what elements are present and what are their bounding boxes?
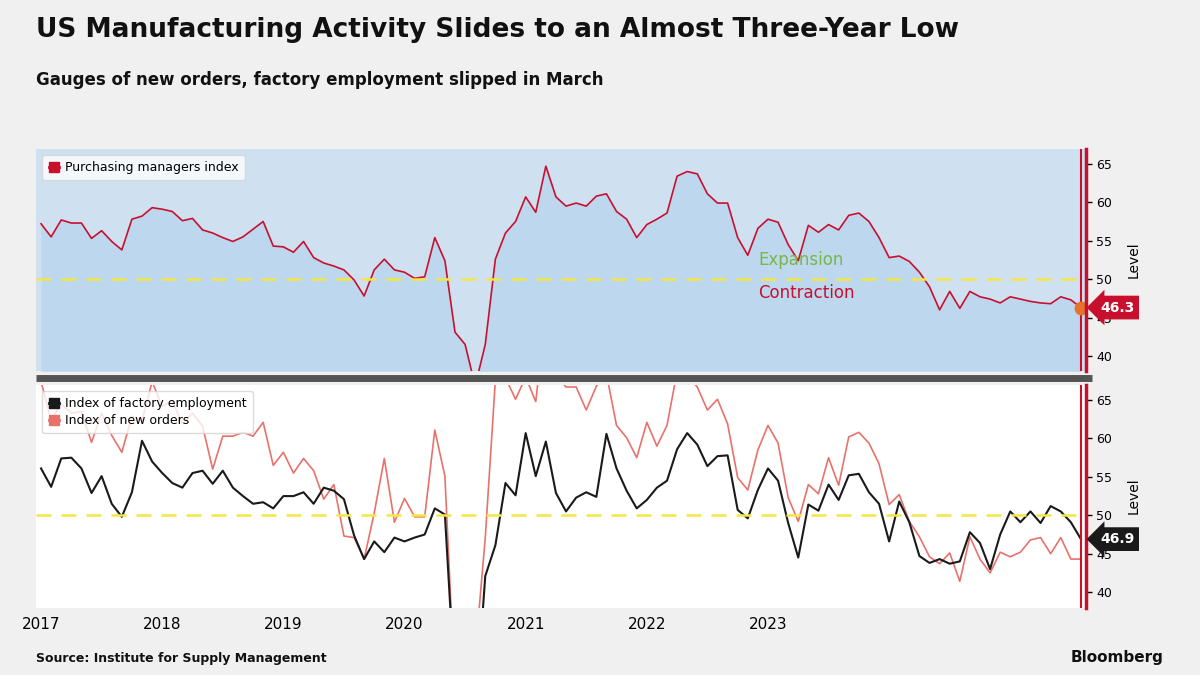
Y-axis label: Level: Level: [1127, 478, 1140, 514]
Text: Expansion: Expansion: [758, 251, 844, 269]
Text: Contraction: Contraction: [758, 284, 854, 302]
Text: Bloomberg: Bloomberg: [1072, 650, 1164, 665]
Y-axis label: Level: Level: [1127, 242, 1140, 278]
Legend: Index of factory employment, Index of new orders: Index of factory employment, Index of ne…: [42, 391, 253, 433]
Text: Source: Institute for Supply Management: Source: Institute for Supply Management: [36, 652, 326, 665]
Text: 46.9: 46.9: [1100, 532, 1134, 546]
Text: Gauges of new orders, factory employment slipped in March: Gauges of new orders, factory employment…: [36, 71, 604, 89]
Legend: Purchasing managers index: Purchasing managers index: [42, 155, 245, 180]
Text: US Manufacturing Activity Slides to an Almost Three-Year Low: US Manufacturing Activity Slides to an A…: [36, 17, 959, 43]
Text: 46.3: 46.3: [1100, 300, 1134, 315]
